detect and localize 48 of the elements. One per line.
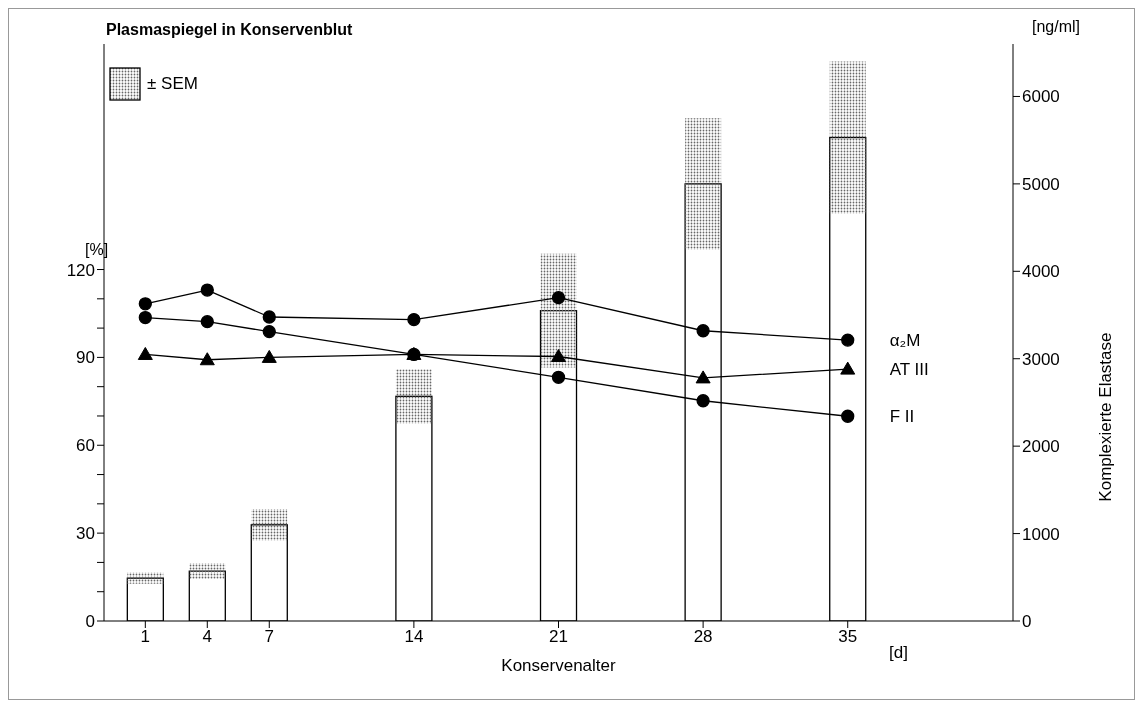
y2-tick-label: 0 <box>1022 612 1032 632</box>
x-axis-title: Konservenalter <box>501 656 617 675</box>
text: [ng/ml] <box>1032 18 1081 36</box>
point <box>199 352 215 366</box>
x-tick-label: 21 <box>549 627 568 647</box>
y-tick-label: 120 <box>66 260 95 280</box>
point <box>137 346 153 360</box>
y-tick-label: 30 <box>76 524 95 544</box>
point <box>407 312 421 327</box>
x-tick-label: 14 <box>404 627 424 647</box>
point <box>261 349 277 363</box>
point <box>551 370 566 384</box>
y2-axis-title: Komplexierte Elastase <box>1096 332 1116 502</box>
point <box>841 333 855 347</box>
chart-title: Plasmaspiegel in Konservenblut <box>106 21 353 39</box>
point <box>696 394 710 408</box>
point <box>551 291 566 305</box>
point <box>696 324 710 338</box>
point <box>551 349 566 363</box>
x-tick-label: 1 <box>140 627 151 647</box>
x-tick-label: 28 <box>693 627 713 647</box>
point <box>138 310 152 325</box>
y2-tick-label: 1000 <box>1022 524 1060 544</box>
point <box>695 370 711 384</box>
y2-tick-label: 6000 <box>1022 87 1060 107</box>
y-tick-label: 90 <box>76 348 95 368</box>
text: [d] <box>889 643 908 663</box>
text: α₂M <box>889 331 921 351</box>
point <box>262 324 276 339</box>
y2-tick-label: 2000 <box>1022 437 1060 457</box>
y2-tick-label: 5000 <box>1022 174 1060 194</box>
point <box>840 361 856 375</box>
x-tick-label: 7 <box>264 627 275 647</box>
point <box>841 409 855 423</box>
point <box>200 315 214 329</box>
annotation: ± SEM <box>147 74 198 94</box>
x-tick-label: 35 <box>838 627 858 647</box>
y2-tick-label: 4000 <box>1022 262 1060 282</box>
y-axis-title: [%] <box>85 241 109 259</box>
text: AT III <box>889 360 929 380</box>
y2-tick-label: 3000 <box>1022 349 1060 369</box>
y-tick-label: 60 <box>76 436 95 456</box>
text: F II <box>889 407 915 427</box>
point <box>138 297 152 311</box>
x-tick-label: 4 <box>202 627 213 647</box>
y-tick-label: 0 <box>85 612 95 632</box>
point <box>262 310 276 324</box>
point <box>200 283 214 297</box>
